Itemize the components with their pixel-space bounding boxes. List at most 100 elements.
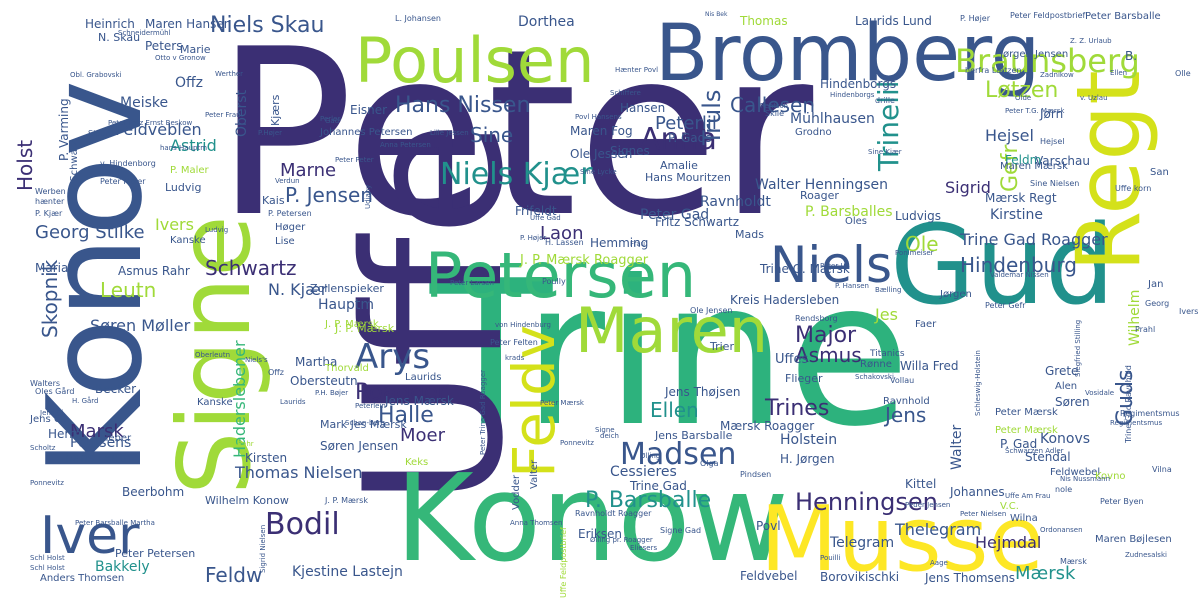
cloud-word: Nis Nussmann	[1060, 475, 1111, 483]
cloud-word: Høger	[275, 222, 306, 233]
cloud-word: Borovikischki	[820, 570, 900, 584]
cloud-word: Rendsborg	[795, 314, 838, 323]
cloud-word: Mark Jes Mærsk	[320, 418, 407, 431]
cloud-word: Peterlein	[355, 402, 386, 410]
cloud-word: Ludvig	[205, 226, 229, 234]
cloud-word: Jan	[1148, 279, 1164, 290]
cloud-word: Uffe korn	[1115, 184, 1152, 193]
cloud-word: Trinelil	[872, 80, 905, 171]
cloud-word: H. Jørgen	[780, 452, 835, 466]
cloud-word: Poully	[542, 277, 566, 286]
cloud-word: Zudnesalski	[1125, 551, 1167, 559]
cloud-word: Peter Feldpostbrief	[1010, 11, 1086, 20]
cloud-word: Titanics	[870, 349, 905, 359]
cloud-word: Anna Petersen	[380, 141, 431, 149]
cloud-word: Schakovski	[855, 373, 894, 381]
cloud-word: Becker	[95, 382, 137, 396]
cloud-word: Hindenborgs	[820, 77, 897, 91]
cloud-word: Gud	[890, 201, 1115, 329]
cloud-word: Løtzen	[985, 78, 1059, 103]
cloud-word: Ludvigs	[895, 209, 942, 223]
cloud-word: Moer	[400, 425, 446, 446]
cloud-word: Verdun	[275, 177, 300, 185]
cloud-word: J. P. Mærsk	[325, 496, 368, 505]
cloud-word: Vodder	[511, 474, 522, 510]
cloud-word: Povl Hansens	[575, 113, 622, 121]
cloud-word: Telegram	[830, 535, 895, 551]
cloud-word: Jens Ci.	[40, 409, 66, 417]
cloud-word: Prahl	[1135, 325, 1156, 334]
cloud-word: Braunsberg	[955, 42, 1140, 80]
cloud-word: Lille Jessen	[430, 129, 469, 137]
cloud-word: Maren	[575, 294, 769, 367]
cloud-word: Willa Fred	[900, 359, 959, 373]
cloud-word: Peter Byen	[1100, 497, 1144, 506]
cloud-word: deich	[600, 432, 619, 440]
cloud-word: Nis Bek	[705, 11, 728, 18]
cloud-word: nole	[1055, 485, 1073, 494]
cloud-word: Kais	[262, 194, 285, 207]
cloud-word: Madsen	[620, 437, 737, 472]
cloud-word: Bakkely	[95, 559, 150, 575]
cloud-word: Ludvig	[165, 181, 202, 194]
cloud-word: herfra Lætzen	[965, 66, 1022, 75]
cloud-word: Olde	[1015, 94, 1032, 102]
cloud-word: Georg	[1145, 299, 1170, 308]
cloud-word: Marsk	[70, 421, 124, 442]
cloud-word: N. Kjær	[268, 280, 328, 299]
cloud-word: H. Lassen	[545, 238, 584, 247]
cloud-word: Uffe Am Frau	[1005, 492, 1051, 500]
cloud-word: Peter Maler	[100, 177, 146, 186]
cloud-word: P. Barsballes	[805, 204, 893, 220]
cloud-word: Siegfried Stilling	[1074, 319, 1082, 377]
cloud-word: Schan-berg	[345, 419, 385, 427]
cloud-word: Peter J.	[820, 262, 845, 270]
cloud-word: Wilna	[1010, 513, 1038, 524]
cloud-word: Hejsel	[1040, 137, 1065, 146]
cloud-word: Bodil	[265, 507, 340, 542]
cloud-word: Schwartz	[205, 256, 297, 280]
cloud-word: Peter Frau	[205, 111, 241, 119]
cloud-word: Peter Fritz Ernst Beskow	[108, 119, 193, 127]
cloud-word: krads	[505, 354, 525, 362]
cloud-word: Walter Henningsen	[755, 177, 889, 193]
cloud-word: Asmus Rahr	[118, 264, 190, 278]
cloud-word: Søren	[1055, 395, 1090, 409]
cloud-word: Kreis Hadersleben	[730, 293, 840, 307]
cloud-word: Offz	[175, 75, 204, 91]
cloud-word: Arys	[355, 337, 431, 377]
cloud-word: Keks	[405, 457, 429, 468]
cloud-word: hans Hauptm	[160, 144, 208, 152]
cloud-word: Vollau	[890, 376, 915, 385]
cloud-word: Uffe Gad	[530, 214, 561, 222]
cloud-word: Feldw	[205, 563, 263, 587]
cloud-word: Sine Kjær	[868, 148, 902, 156]
cloud-word: Kjærs	[269, 94, 282, 126]
cloud-word: H. Gård	[72, 397, 99, 405]
cloud-word: Callesen	[730, 93, 816, 117]
cloud-word: Peter Mærsk	[995, 407, 1058, 418]
cloud-word: Offz	[268, 368, 285, 377]
cloud-word: Ravnholdt	[700, 194, 771, 210]
cloud-word: Bælling	[875, 286, 902, 294]
cloud-word: Poulsens	[70, 435, 132, 451]
cloud-word: Eisner	[350, 103, 388, 117]
cloud-word: Gad	[325, 117, 340, 125]
cloud-word: hænter	[35, 197, 65, 206]
cloud-word: San	[1150, 167, 1169, 178]
cloud-word: Feldwebel	[1050, 467, 1101, 478]
cloud-word: Obersteutn	[290, 374, 358, 388]
cloud-word: Oberleutn	[195, 351, 231, 359]
cloud-word: Trine Gad	[630, 479, 687, 493]
cloud-word: Mærsk	[1015, 563, 1076, 584]
cloud-word: Roager	[800, 189, 839, 202]
cloud-word: Schiffere	[610, 89, 641, 97]
cloud-word: Obl. Grabovski	[70, 71, 122, 79]
cloud-word: Jørgen	[940, 289, 972, 300]
cloud-word: Trine	[430, 238, 911, 471]
cloud-word: Marie	[180, 43, 211, 56]
cloud-word: Musse	[760, 487, 1044, 592]
cloud-word: Feldveblen	[115, 120, 202, 139]
cloud-word: Astrid	[170, 136, 217, 155]
cloud-word: Johannes Petersen	[320, 127, 413, 138]
